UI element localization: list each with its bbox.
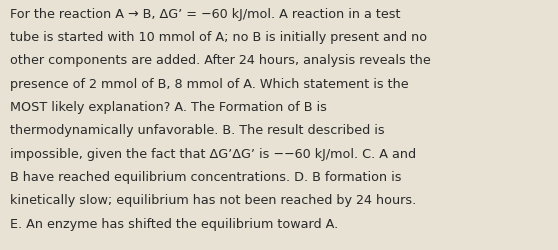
- Text: E. An enzyme has shifted the equilibrium toward A.: E. An enzyme has shifted the equilibrium…: [10, 217, 338, 230]
- Text: presence of 2 mmol of B, 8 mmol of A. Which statement is the: presence of 2 mmol of B, 8 mmol of A. Wh…: [10, 77, 408, 90]
- Text: B have reached equilibrium concentrations. D. B formation is: B have reached equilibrium concentration…: [10, 170, 402, 183]
- Text: For the reaction A → B, ΔGʼ = −60 kJ/mol. A reaction in a test: For the reaction A → B, ΔGʼ = −60 kJ/mol…: [10, 8, 401, 20]
- Text: thermodynamically unfavorable. B. The result described is: thermodynamically unfavorable. B. The re…: [10, 124, 384, 137]
- Text: MOST likely explanation? A. The Formation of B is: MOST likely explanation? A. The Formatio…: [10, 100, 327, 114]
- Text: other components are added. After 24 hours, analysis reveals the: other components are added. After 24 hou…: [10, 54, 431, 67]
- Text: tube is started with 10 mmol of A; no B is initially present and no: tube is started with 10 mmol of A; no B …: [10, 31, 427, 44]
- Text: impossible, given the fact that ΔGʼΔGʼ is −−60 kJ/mol. C. A and: impossible, given the fact that ΔGʼΔGʼ i…: [10, 147, 416, 160]
- Text: kinetically slow; equilibrium has not been reached by 24 hours.: kinetically slow; equilibrium has not be…: [10, 194, 416, 206]
